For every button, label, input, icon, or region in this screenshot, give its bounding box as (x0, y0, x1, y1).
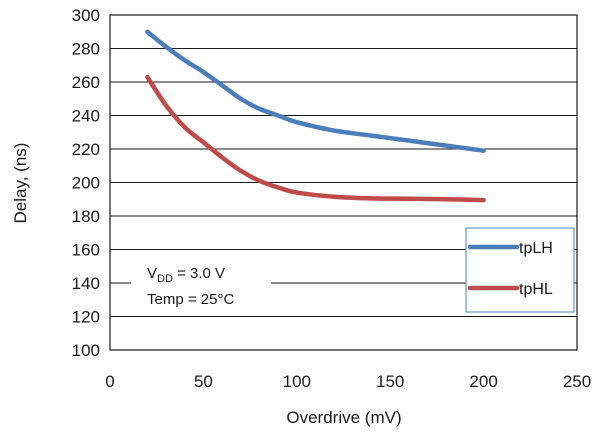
y-tick-280: 280 (72, 40, 100, 59)
y-tick-160: 160 (72, 241, 100, 260)
x-axis-title: Overdrive (mV) (286, 408, 401, 427)
vdd-label: VDD = 3.0 V (147, 265, 225, 285)
legend-label-tphl: tpHL (519, 281, 553, 298)
x-tick-150: 150 (376, 372, 404, 391)
x-tick-100: 100 (283, 372, 311, 391)
legend-label-tplh: tpLH (519, 240, 553, 257)
series-line-tplh (145, 29, 486, 153)
x-tick-50: 50 (194, 372, 213, 391)
x-tick-labels: 0 50 100 150 200 250 (105, 372, 591, 391)
plot-series (145, 29, 486, 203)
y-tick-300: 300 (72, 6, 100, 25)
annotation-box (131, 253, 271, 315)
x-tick-250: 250 (563, 372, 591, 391)
y-tick-140: 140 (72, 274, 100, 293)
plot-area-frame (109, 14, 578, 351)
x-tick-0: 0 (105, 372, 114, 391)
y-tick-240: 240 (72, 107, 100, 126)
y-tick-180: 180 (72, 207, 100, 226)
y-tick-260: 260 (72, 73, 100, 92)
x-tick-200: 200 (469, 372, 497, 391)
conditions-annotation: VDD = 3.0 V Temp = 25°C (131, 253, 271, 315)
y-tick-labels: 100 120 140 160 180 200 220 240 260 280 300 (72, 6, 100, 360)
y-tick-120: 120 (72, 308, 100, 327)
legend-box (465, 227, 575, 313)
legend: tpLH tpHL (465, 227, 575, 313)
y-tick-100: 100 (72, 341, 100, 360)
series-line-tphl (145, 74, 486, 203)
y-tick-200: 200 (72, 174, 100, 193)
y-axis-title: Delay, (ns) (11, 143, 30, 224)
y-tick-220: 220 (72, 140, 100, 159)
temp-label: Temp = 25°C (147, 291, 234, 308)
